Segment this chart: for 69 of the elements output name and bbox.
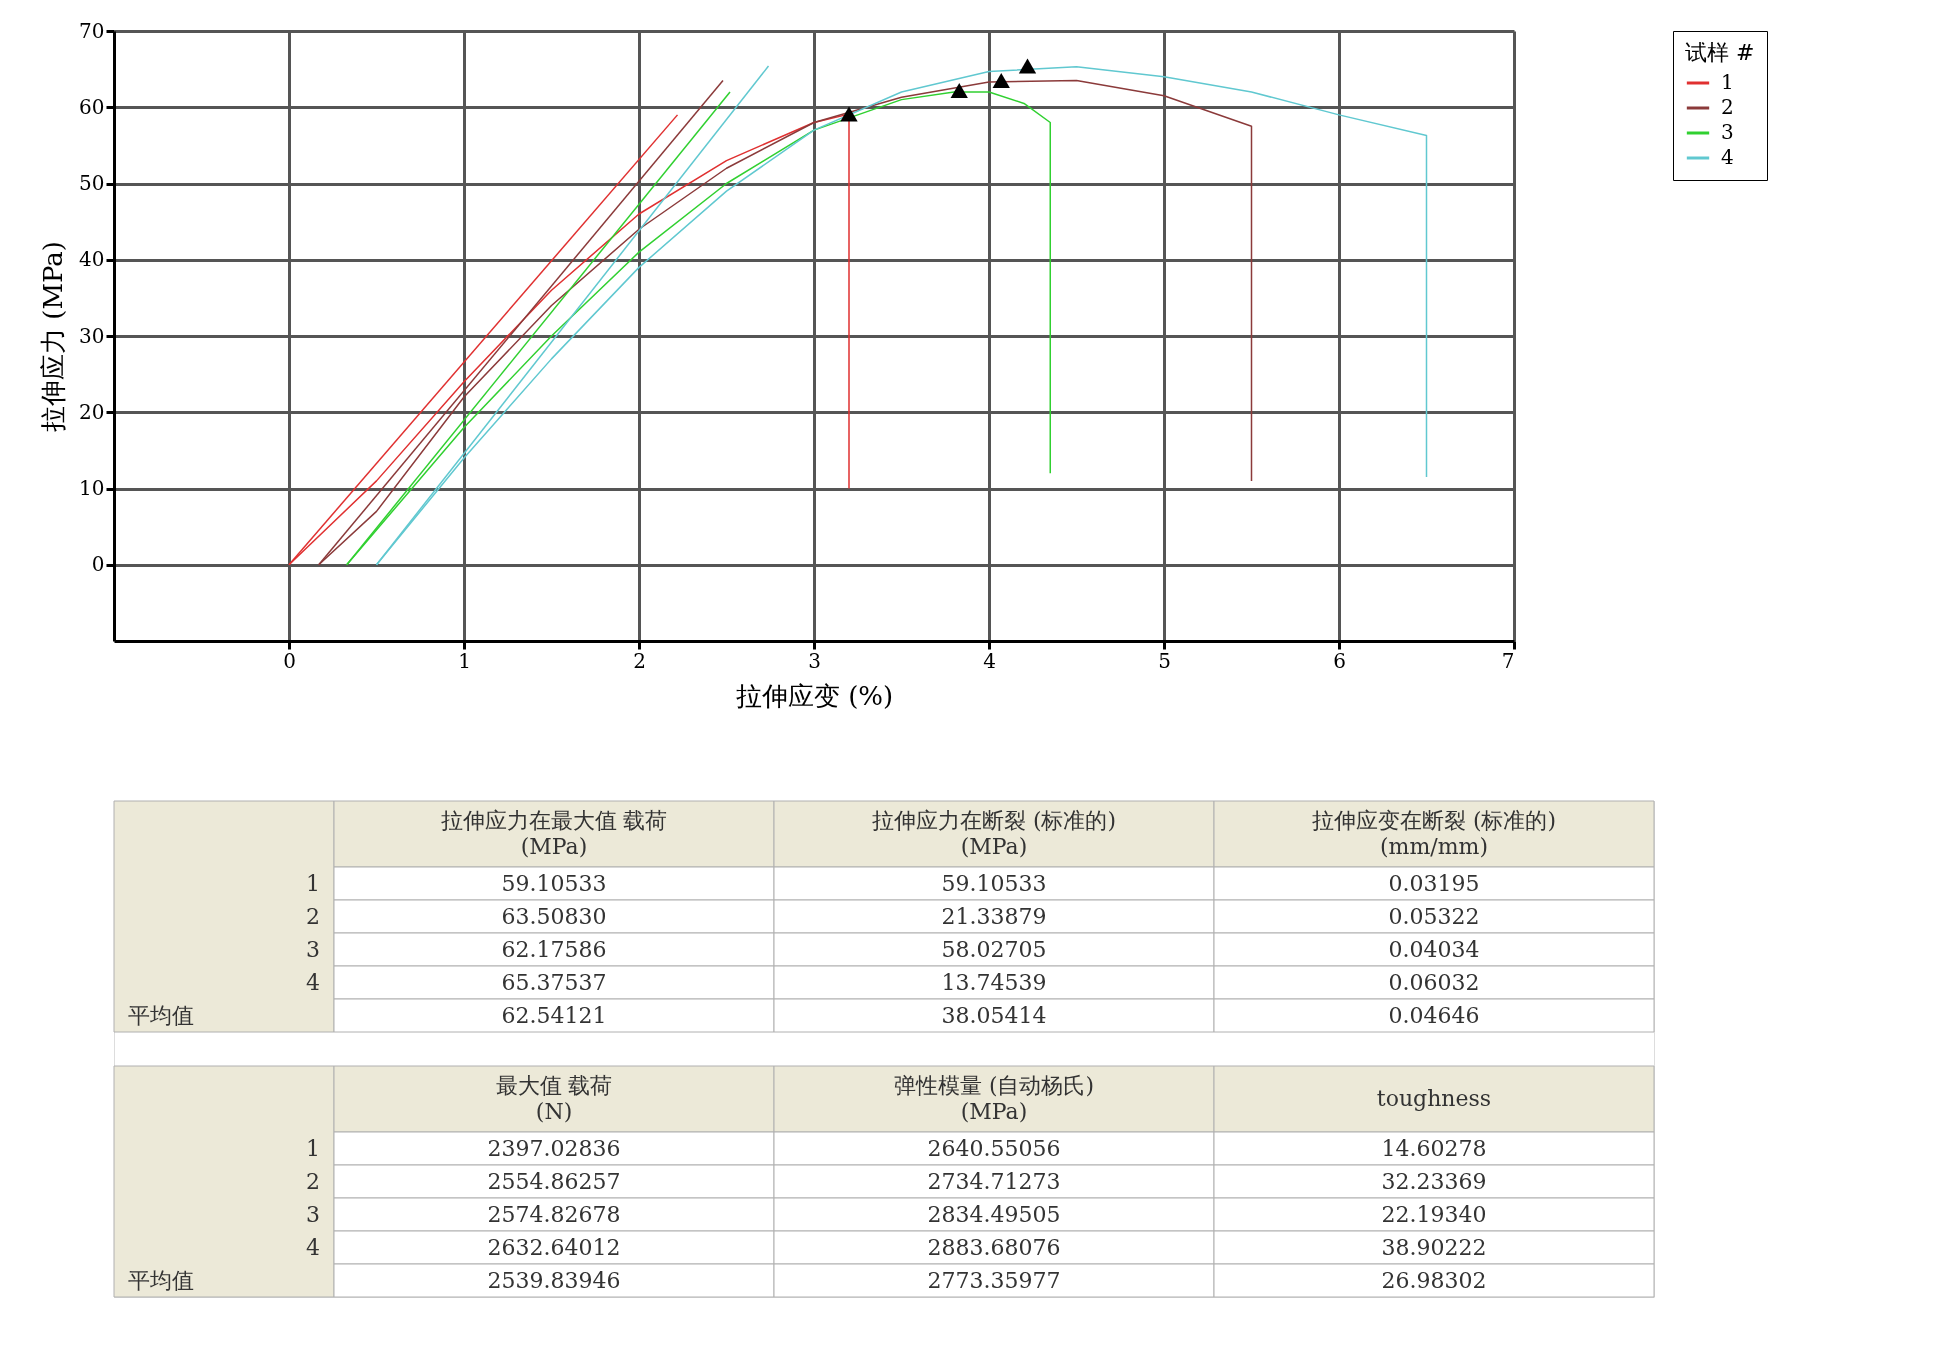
- text: 38.90222: [1381, 1234, 1487, 1260]
- text: 0.04034: [1388, 936, 1480, 962]
- text: 2773.35977: [927, 1267, 1061, 1293]
- y-tick-label: 10: [79, 476, 105, 500]
- text: 2640.55056: [927, 1135, 1061, 1161]
- text: 62.17586: [501, 936, 607, 962]
- text: 3: [306, 1201, 320, 1227]
- x-tick-label: 6: [1333, 648, 1346, 673]
- legend-label: 4: [1721, 145, 1734, 169]
- text: 2554.86257: [487, 1168, 621, 1194]
- text: 4: [306, 969, 320, 995]
- text: 13.74539: [941, 969, 1047, 995]
- x-tick-label: 4: [983, 648, 996, 673]
- text: 32.23369: [1381, 1168, 1487, 1194]
- text: 1: [306, 870, 320, 896]
- legend-label: 2: [1721, 95, 1734, 119]
- y-tick-label: 70: [79, 18, 105, 43]
- y-tick-label: 60: [79, 94, 105, 119]
- text: 平均值: [128, 1267, 194, 1293]
- text: 2734.71273: [927, 1168, 1061, 1194]
- x-tick-label: 7: [1501, 648, 1515, 673]
- y-axis-title: 拉伸应力 (MPa): [38, 240, 69, 433]
- y-tick-label: 40: [79, 247, 105, 272]
- text: 63.50830: [501, 903, 607, 929]
- text: 2397.02836: [487, 1135, 621, 1161]
- text: 58.02705: [941, 936, 1047, 962]
- text: 2539.83946: [487, 1267, 621, 1293]
- text: 0.06032: [1388, 969, 1480, 995]
- x-tick-label: 2: [633, 648, 646, 673]
- text: 0.04646: [1388, 1002, 1480, 1028]
- text: 2: [306, 1168, 320, 1194]
- text: 62.54121: [501, 1002, 607, 1028]
- text: 2574.82678: [487, 1201, 621, 1227]
- x-axis-title: 拉伸应变 (%): [735, 680, 894, 711]
- text: 59.10533: [941, 870, 1047, 896]
- text: 2834.49505: [927, 1201, 1061, 1227]
- text: 3: [306, 936, 320, 962]
- legend-label: 3: [1721, 120, 1734, 144]
- text: 2883.68076: [927, 1234, 1061, 1260]
- x-tick-label: 5: [1158, 648, 1171, 673]
- text: 2632.64012: [487, 1234, 621, 1260]
- text: 拉伸应变在断裂 (标准的) (mm/mm): [1311, 808, 1557, 859]
- legend-label: 1: [1721, 70, 1734, 94]
- y-tick-label: 20: [79, 399, 105, 424]
- text: 拉伸应力在最大值 载荷 (MPa): [440, 808, 668, 859]
- text: 2: [306, 903, 320, 929]
- text: 0.05322: [1388, 903, 1480, 929]
- text: 22.19340: [1381, 1201, 1487, 1227]
- y-tick-label: 50: [79, 171, 105, 195]
- text: 4: [306, 1234, 320, 1260]
- text: 59.10533: [501, 870, 607, 896]
- y-tick-label: 30: [79, 323, 105, 348]
- text: 0.03195: [1388, 870, 1480, 896]
- y-tick-label: 0: [91, 552, 105, 577]
- text: 1: [306, 1135, 320, 1161]
- x-tick-label: 3: [808, 648, 821, 673]
- text: 26.98302: [1381, 1267, 1487, 1293]
- text: 最大值 载荷 (N): [495, 1073, 613, 1124]
- text: 弹性模量 (自动杨氏) (MPa): [893, 1073, 1095, 1124]
- text: toughness: [1376, 1086, 1492, 1111]
- x-tick-label: 1: [458, 648, 471, 673]
- text: 38.05414: [941, 1002, 1047, 1028]
- text: 平均值: [128, 1002, 194, 1028]
- text: 21.33879: [941, 903, 1047, 929]
- legend-title: 试样 #: [1685, 40, 1755, 65]
- x-tick-label: 0: [283, 648, 296, 673]
- text: 65.37537: [501, 969, 607, 995]
- text: 拉伸应力在断裂 (标准的) (MPa): [871, 808, 1117, 859]
- text: 14.60278: [1381, 1135, 1487, 1161]
